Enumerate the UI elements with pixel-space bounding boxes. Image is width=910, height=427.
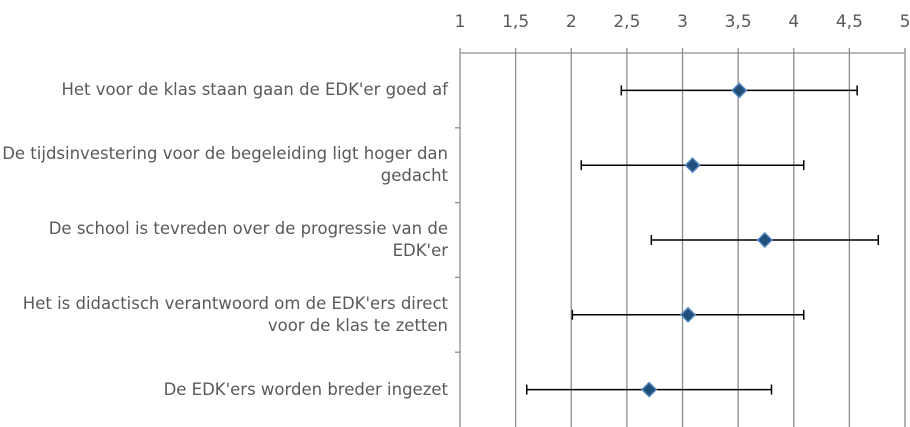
x-tick-label: 4 [788,12,799,32]
marker [731,82,748,99]
x-tick-label: 4,5 [836,12,863,32]
x-tick-label: 3,5 [725,12,752,32]
x-tick-label: 1,5 [502,12,529,32]
x-tick-label: 5 [900,12,910,32]
marker [756,231,773,249]
x-tick-label: 3 [677,12,688,32]
marker [684,157,701,174]
y-tick-label: Het voor de klas staan gaan de EDK'er go… [61,80,448,100]
x-tick-label: 1 [455,12,466,32]
y-tick-label: De EDK'ers worden breder ingezet [163,379,448,399]
x-tick-label: 2,5 [613,12,640,32]
marker [641,381,658,398]
y-tick-label: De tijdsinvestering voor de begeleiding … [2,144,448,186]
x-tick-label: 2 [566,12,577,32]
marker [680,306,697,323]
y-tick-label: Het is didactisch verantwoord om de EDK'… [22,293,448,335]
y-tick-label: De school is tevreden over de progressie… [48,219,448,260]
